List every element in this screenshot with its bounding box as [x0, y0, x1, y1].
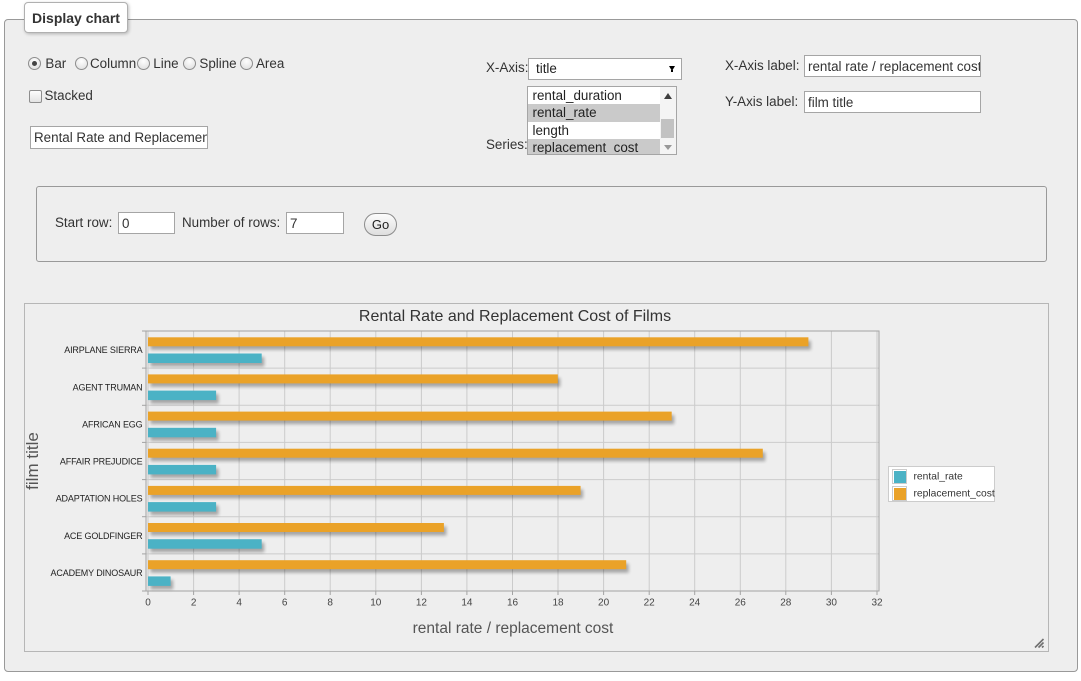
svg-text:AFRICAN EGG: AFRICAN EGG: [82, 420, 143, 430]
svg-text:12: 12: [416, 597, 428, 608]
svg-text:6: 6: [282, 597, 288, 608]
svg-text:ADAPTATION HOLES: ADAPTATION HOLES: [56, 494, 143, 504]
svg-text:ACE GOLDFINGER: ACE GOLDFINGER: [64, 531, 143, 541]
svg-text:20: 20: [598, 597, 610, 608]
svg-text:24: 24: [689, 597, 701, 608]
svg-text:28: 28: [780, 597, 792, 608]
svg-text:16: 16: [507, 597, 519, 608]
svg-text:replacement_cost: replacement_cost: [914, 489, 995, 500]
svg-text:rental_rate: rental_rate: [914, 472, 964, 483]
svg-text:Rental Rate and Replacement Co: Rental Rate and Replacement Cost of Film…: [359, 308, 671, 325]
svg-text:22: 22: [644, 597, 656, 608]
svg-text:film title: film title: [24, 432, 42, 490]
svg-text:2: 2: [191, 597, 197, 608]
svg-text:0: 0: [145, 597, 151, 608]
svg-text:30: 30: [826, 597, 838, 608]
svg-text:AIRPLANE SIERRA: AIRPLANE SIERRA: [64, 345, 142, 355]
svg-text:ACADEMY DINOSAUR: ACADEMY DINOSAUR: [51, 568, 144, 578]
svg-text:18: 18: [552, 597, 564, 608]
svg-text:4: 4: [236, 597, 242, 608]
svg-text:10: 10: [370, 597, 382, 608]
svg-text:8: 8: [327, 597, 333, 608]
svg-text:32: 32: [871, 597, 883, 608]
svg-text:14: 14: [461, 597, 473, 608]
svg-text:AGENT TRUMAN: AGENT TRUMAN: [73, 382, 143, 392]
svg-text:26: 26: [735, 597, 747, 608]
svg-text:AFFAIR PREJUDICE: AFFAIR PREJUDICE: [60, 457, 143, 467]
svg-text:rental rate / replacement cost: rental rate / replacement cost: [413, 620, 614, 637]
